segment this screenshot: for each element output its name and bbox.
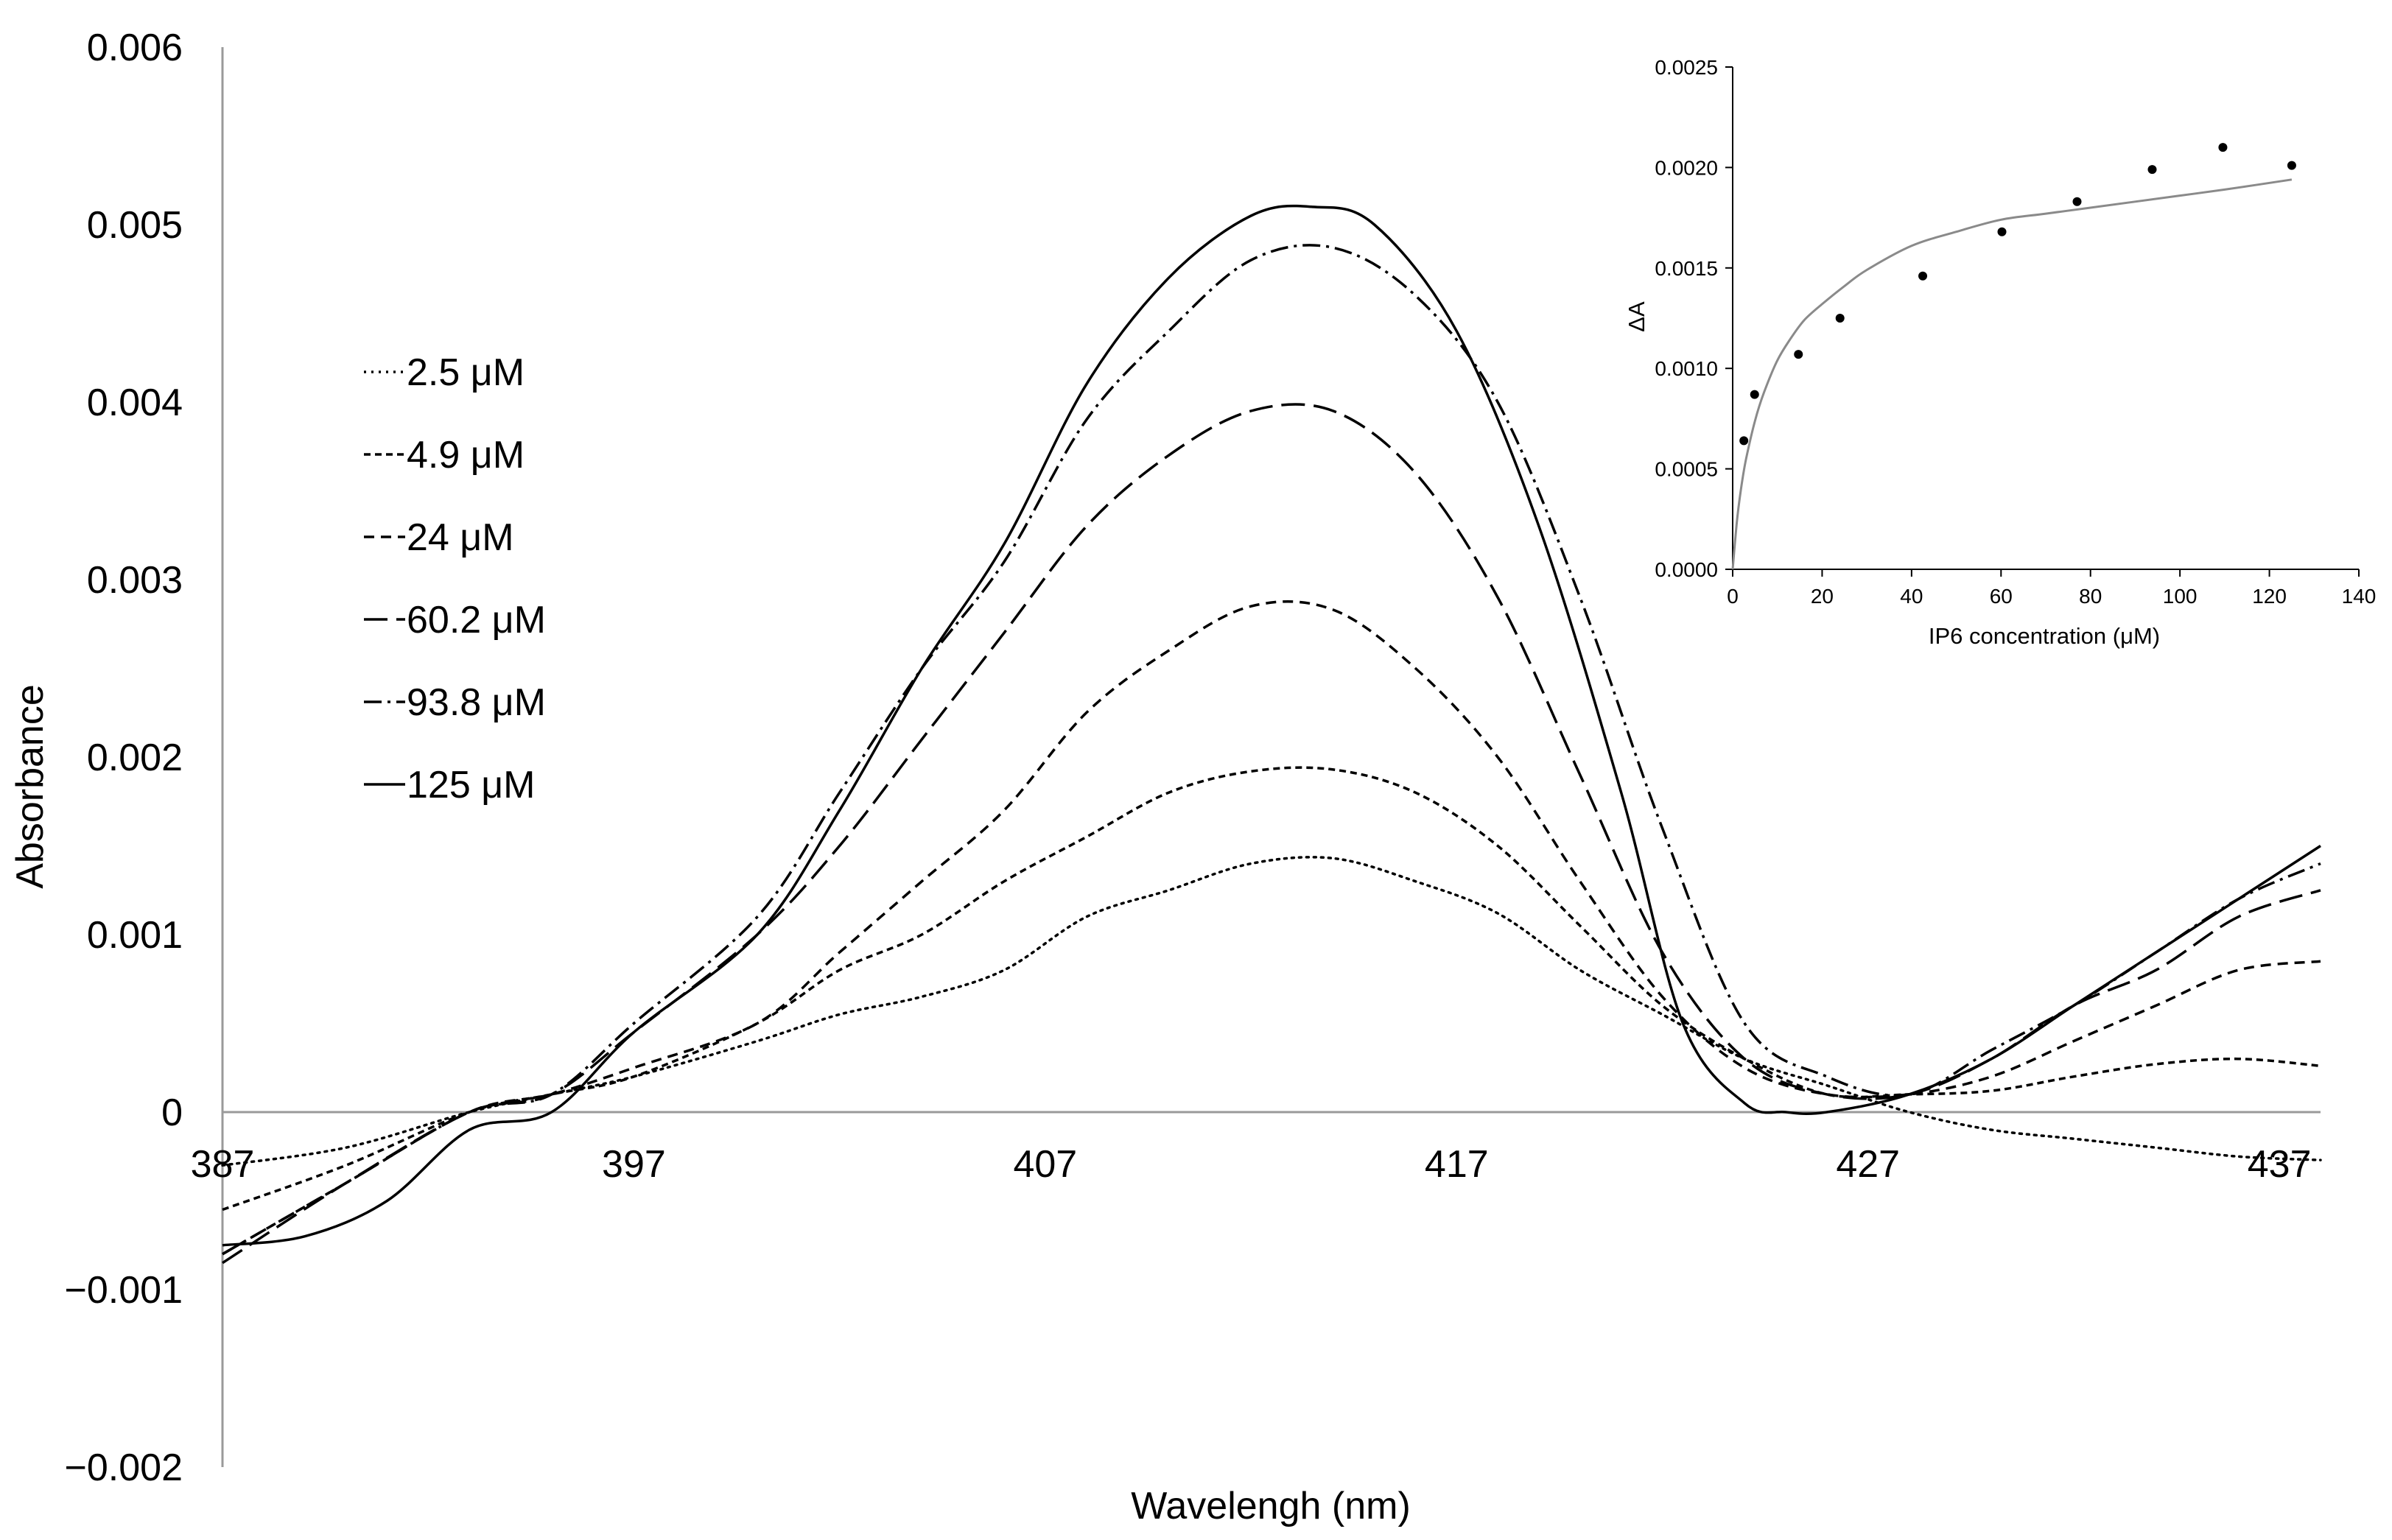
inset-data-point: [1750, 390, 1759, 399]
inset-data-point: [2147, 165, 2157, 175]
inset-fit-curve: [1731, 178, 2293, 570]
main-x-tick-label: 407: [1013, 1143, 1077, 1186]
inset-data-point: [1739, 436, 1749, 446]
legend-label-4: 93.8 μM: [407, 681, 546, 724]
inset-y-tick-label: 0.0005: [1655, 458, 1718, 481]
inset-data-point: [2287, 161, 2296, 170]
legend-label-5: 125 μM: [407, 764, 535, 806]
legend-label-1: 4.9 μM: [407, 434, 525, 477]
inset-x-tick-label: 20: [1811, 585, 1834, 608]
inset-data-point: [1997, 227, 2007, 236]
inset-x-tick-label: 140: [2342, 585, 2377, 608]
series-line-4: [222, 244, 2321, 1256]
inset-tick-marks: 0 20 40 60 80 100 120 140 0.0000 0.0005 0.0010 0.00…: [1655, 56, 2376, 608]
inset-y-tick-label: 0.0025: [1655, 56, 1718, 79]
legend-label-2: 24 μM: [407, 516, 514, 559]
main-y-tick-label: 0: [161, 1091, 183, 1134]
inset-y-tick-label: 0.0015: [1655, 257, 1718, 280]
main-x-tick-label: 387: [191, 1143, 255, 1186]
main-y-tick-label: 0.004: [87, 382, 183, 424]
inset-binding-chart: 0 20 40 60 80 100 120 140 0.0000 0.0005 0.0010 0.00…: [1624, 56, 2376, 649]
inset-x-tick-label: 80: [2079, 585, 2102, 608]
series-line-3: [222, 403, 2321, 1265]
series-line-5: [222, 204, 2321, 1247]
inset-data-point: [1918, 271, 1928, 281]
main-x-axis-title: Wavelengh (nm): [1131, 1485, 1411, 1527]
legend-label-0: 2.5 μM: [407, 351, 525, 394]
legend-label-3: 60.2 μM: [407, 599, 546, 641]
main-y-tick-labels: 0.006 0.005 0.004 0.003 0.002 0.001 0 −0.001 −0.…: [65, 27, 183, 1489]
inset-y-tick-label: 0.0020: [1655, 156, 1718, 179]
inset-data-point: [2218, 143, 2228, 152]
inset-x-tick-label: 60: [1990, 585, 2013, 608]
inset-x-tick-label: 100: [2163, 585, 2198, 608]
main-y-tick-label: 0.002: [87, 736, 183, 779]
main-x-tick-label: 417: [1425, 1143, 1489, 1186]
inset-y-axis-title: ΔA: [1624, 301, 1649, 332]
main-y-tick-label: 0.001: [87, 914, 183, 957]
inset-x-tick-label: 40: [1900, 585, 1923, 608]
inset-x-tick-label: 120: [2252, 585, 2287, 608]
main-legend: 2.5 μM 4.9 μM 24 μM 60.2 μM 93.8 μM 125 μM: [364, 351, 546, 806]
inset-x-axis-title: IP6 concentration (μM): [1929, 623, 2160, 649]
main-axes: [221, 47, 2321, 1467]
main-x-tick-label: 437: [2248, 1143, 2312, 1186]
inset-fit-group: [1731, 178, 2293, 570]
inset-y-tick-label: 0.0000: [1655, 558, 1718, 581]
inset-data-point: [2072, 197, 2082, 206]
series-line-1: [222, 766, 2321, 1212]
inset-x-tick-label: 0: [1727, 585, 1739, 608]
main-y-tick-label: 0.003: [87, 559, 183, 602]
inset-data-point: [1794, 350, 1803, 359]
main-y-tick-label: −0.001: [65, 1269, 183, 1312]
main-series-group: [221, 204, 2322, 1265]
main-spectrum-chart: 0.0060.0050.0040.0030.0020.0010−0.001−0.…: [9, 27, 2322, 1527]
main-x-tick-label: 427: [1836, 1143, 1900, 1186]
inset-points-group: [1739, 143, 2296, 446]
main-y-tick-label: 0.006: [87, 27, 183, 69]
inset-y-tick-label: 0.0010: [1655, 357, 1718, 380]
main-y-tick-label: −0.002: [65, 1446, 183, 1489]
main-y-axis-title: Absorbance: [9, 684, 52, 889]
series-line-2: [222, 600, 2321, 1256]
main-x-tick-label: 397: [602, 1143, 666, 1186]
main-y-tick-label: 0.005: [87, 204, 183, 247]
inset-data-point: [1835, 314, 1845, 323]
inset-axes: [1732, 67, 2359, 570]
main-x-tick-labels: 387 397 407 417 427 437: [191, 1143, 2312, 1186]
